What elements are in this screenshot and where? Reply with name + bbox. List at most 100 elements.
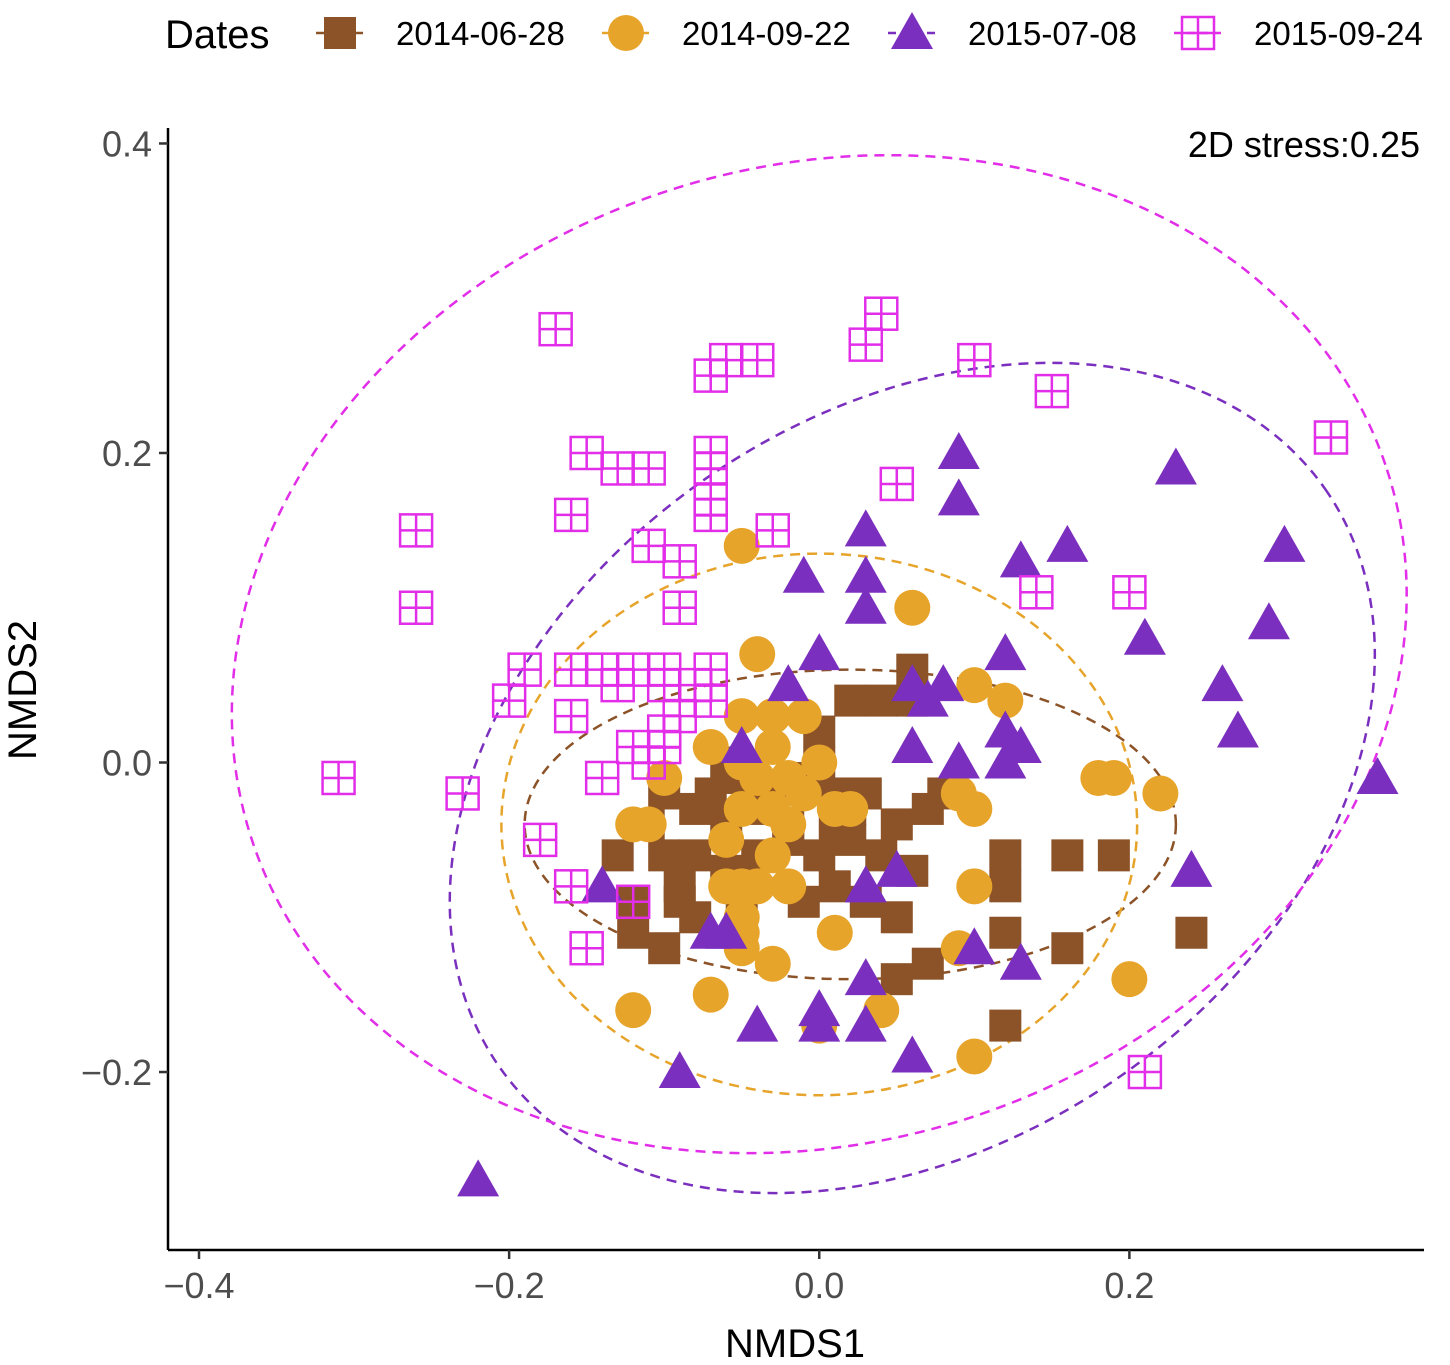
series-2015-07-08: [457, 431, 1399, 1197]
point-2014-06-28-19: [648, 839, 681, 872]
point-2015-09-24-7: [1034, 373, 1070, 409]
point-2015-09-24-34: [600, 667, 635, 703]
point-2015-09-24-44: [445, 776, 480, 811]
point-2015-09-24-48: [615, 884, 651, 920]
legend-title: Dates: [165, 13, 270, 57]
point-2015-09-24-8: [1313, 420, 1349, 455]
point-2015-09-24-19: [755, 513, 790, 548]
legend-marker-2015-09-24: [1180, 15, 1216, 51]
ellipse-layer: [230, 153, 1408, 1195]
point-2015-09-24-49: [569, 930, 604, 966]
point-2014-06-28-24: [803, 839, 836, 872]
y-axis-title: NMDS2: [1, 620, 45, 760]
point-2014-09-22-24: [754, 837, 791, 874]
ellipse-2014-09-22: [500, 552, 1139, 1097]
ellipse-2015-07-08: [448, 361, 1377, 1195]
point-2015-07-08-5: [1046, 524, 1089, 562]
legend-item-2014-09-22: 2014-09-22: [602, 15, 851, 52]
point-2015-07-08-15: [767, 664, 810, 702]
y-tick-label-2: 0.2: [102, 433, 152, 474]
y-tick-label-1: 0.0: [102, 743, 152, 784]
legend-item-2015-09-24: 2015-09-24: [1174, 15, 1423, 52]
point-2015-07-08-34: [844, 958, 887, 996]
ellipse-2015-09-24: [230, 153, 1408, 1155]
point-2015-07-08-29: [844, 865, 887, 903]
point-2014-09-22-3: [956, 667, 993, 704]
point-2014-09-22-10: [754, 729, 791, 766]
point-2015-09-24-20: [631, 528, 666, 564]
point-2014-06-28-20: [679, 839, 712, 872]
point-2015-07-08-12: [984, 633, 1027, 671]
point-2014-06-28-48: [663, 885, 696, 918]
point-2015-07-08-40: [658, 1051, 701, 1089]
legend: Dates 2014-06-28 2014-09-22 2015-07-08 2015-…: [165, 12, 1423, 57]
point-2014-06-28-18: [601, 839, 634, 872]
point-2015-07-08-7: [782, 555, 825, 593]
point-2014-06-28-37: [989, 839, 1022, 872]
stress-annotation: 2D stress:0.25: [1188, 124, 1420, 165]
point-2015-07-08-3: [844, 509, 887, 547]
point-2015-09-24-45: [584, 760, 620, 796]
point-2015-09-24-10: [600, 451, 635, 486]
point-2015-07-08-18: [922, 664, 965, 702]
y-tick-label-3: 0.4: [102, 123, 152, 164]
point-2014-09-22-0: [723, 527, 760, 564]
series-2015-09-24: [321, 296, 1349, 1090]
point-2015-09-24-35: [646, 667, 682, 703]
point-2015-07-08-0: [937, 431, 980, 469]
point-2015-07-08-28: [875, 849, 918, 887]
point-2015-09-24-2: [708, 342, 744, 378]
point-2015-09-24-23: [398, 590, 434, 626]
x-axis-title: NMDS1: [725, 1322, 865, 1365]
point-2014-09-22-1: [894, 589, 931, 626]
point-2015-09-24-11: [631, 451, 666, 486]
point-2015-09-24-6: [957, 342, 992, 378]
point-2014-09-22-42: [615, 992, 652, 1029]
point-2015-09-24-33: [553, 698, 589, 734]
point-2015-09-24-22: [662, 590, 697, 626]
point-2015-09-24-26: [507, 652, 542, 687]
point-2015-07-08-13: [1123, 617, 1166, 655]
point-2014-09-22-32: [754, 945, 791, 982]
point-2015-09-24-16: [398, 513, 434, 548]
point-2015-09-24-15: [879, 466, 915, 502]
point-2015-09-24-47: [553, 869, 589, 904]
point-2015-07-08-37: [736, 1004, 779, 1042]
point-2014-09-22-17: [832, 790, 869, 827]
point-2015-07-08-33: [999, 942, 1042, 980]
point-2015-07-08-6: [1263, 524, 1306, 562]
point-2014-09-22-33: [816, 914, 853, 951]
point-2014-06-28-41: [1097, 839, 1130, 872]
point-2014-06-28-47: [617, 916, 650, 949]
point-2015-09-24-37: [693, 683, 728, 718]
point-2015-07-08-4: [999, 540, 1042, 578]
legend-marker-2015-07-08: [891, 12, 933, 49]
point-2015-09-24-17: [553, 497, 589, 533]
point-2015-07-08-30: [581, 865, 624, 903]
point-2015-07-08-26: [937, 741, 980, 779]
point-2014-09-22-46: [956, 1038, 993, 1075]
point-2015-09-24-27: [553, 652, 589, 687]
point-2015-07-08-32: [953, 927, 996, 965]
point-2015-07-08-41: [457, 1159, 500, 1197]
point-2014-06-28-7: [880, 808, 913, 841]
point-2015-09-24-42: [615, 729, 651, 765]
legend-marker-2014-06-28: [324, 17, 356, 49]
point-2014-06-28-45: [880, 963, 913, 996]
point-2014-06-28-36: [880, 901, 913, 934]
legend-label-2015-09-24: 2015-09-24: [1254, 15, 1423, 52]
point-2015-07-08-21: [891, 726, 934, 764]
point-2014-09-22-4: [987, 682, 1024, 719]
legend-label-2014-09-22: 2014-09-22: [682, 15, 851, 52]
point-2015-09-24-32: [491, 683, 527, 718]
point-2014-06-28-40: [1051, 839, 1084, 872]
point-2015-07-08-11: [798, 633, 841, 671]
point-2015-07-08-42: [720, 726, 763, 764]
point-2014-06-28-15: [679, 792, 712, 825]
point-2015-07-08-9: [844, 586, 887, 624]
point-2014-09-22-21: [630, 806, 667, 843]
point-2014-09-22-35: [956, 790, 993, 827]
legend-marker-2014-09-22: [608, 15, 644, 51]
